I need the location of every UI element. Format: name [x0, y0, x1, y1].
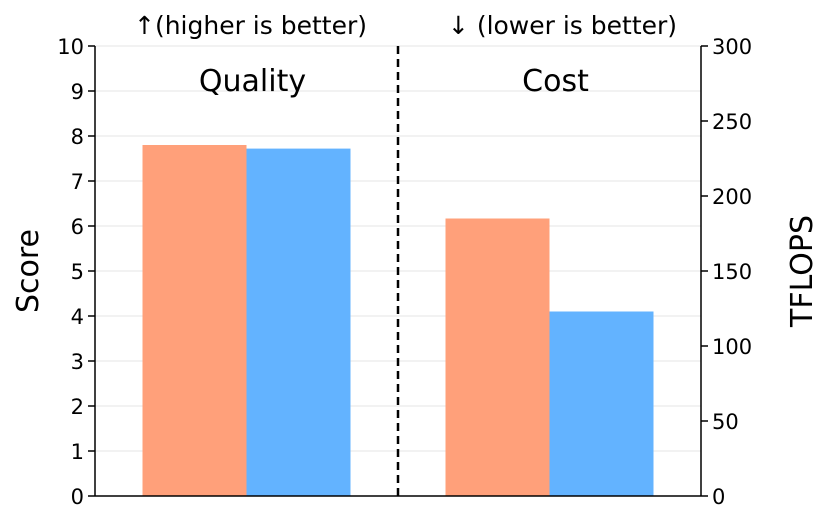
cost-bar-1 — [445, 218, 550, 496]
quality-bar-1 — [142, 145, 247, 496]
left-axis-ticks: 0 1 2 3 4 5 6 7 8 9 10 — [57, 35, 95, 509]
left-tick-label: 3 — [71, 350, 84, 374]
right-tick-label: 250 — [712, 110, 752, 134]
left-tick-label: 6 — [71, 215, 84, 239]
left-tick-label: 9 — [71, 80, 84, 104]
cost-panel-title: Cost — [522, 64, 589, 99]
left-tick-label: 0 — [71, 485, 84, 509]
right-tick-label: 300 — [712, 35, 752, 59]
cost-direction-note: ↓ (lower is better) — [448, 11, 677, 40]
cost-bar-2 — [549, 311, 654, 496]
right-tick-label: 100 — [712, 335, 752, 359]
left-tick-label: 1 — [71, 440, 84, 464]
left-tick-label: 4 — [71, 305, 84, 329]
left-tick-label: 8 — [71, 125, 84, 149]
right-tick-label: 150 — [712, 260, 752, 284]
left-axis-title: Score — [11, 229, 46, 313]
quality-direction-note: ↑(higher is better) — [134, 11, 367, 40]
left-tick-label: 5 — [71, 260, 84, 284]
left-tick-label: 10 — [57, 35, 84, 59]
right-tick-label: 50 — [712, 410, 739, 434]
right-tick-label: 200 — [712, 185, 752, 209]
quality-panel-title: Quality — [199, 64, 306, 99]
left-tick-label: 7 — [71, 170, 84, 194]
right-axis-title: TFLOPS — [785, 215, 820, 328]
right-tick-label: 0 — [712, 485, 725, 509]
bars — [142, 145, 654, 496]
quality-bar-2 — [246, 148, 351, 496]
left-tick-label: 2 — [71, 395, 84, 419]
right-axis-ticks: 0 50 100 150 200 250 300 — [701, 35, 752, 509]
